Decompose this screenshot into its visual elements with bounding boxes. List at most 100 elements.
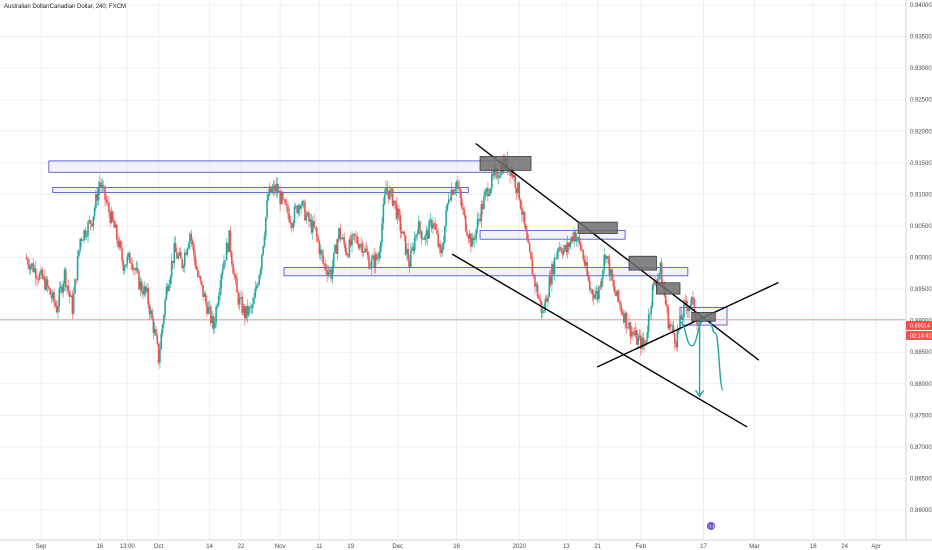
- candle-body: [59, 286, 62, 289]
- candle-body: [518, 182, 521, 200]
- candle-body: [480, 204, 483, 222]
- resistance-zone: [283, 267, 689, 277]
- y-axis[interactable]: 0.94000 0.93500 0.93000 0.92500 0.92000 0.915…: [910, 3, 932, 514]
- candle-body: [572, 236, 574, 242]
- x-axis[interactable]: Sep 16 13:00 Oct 14 22 Nov 11 19 Dec 16 2020 13 21 Feb…: [36, 544, 881, 550]
- candle-body: [587, 274, 590, 282]
- candle-body: [50, 294, 53, 299]
- candle-body: [370, 258, 373, 268]
- candle-body: [492, 173, 494, 176]
- candle-body: [99, 182, 101, 189]
- candle-body: [49, 288, 51, 295]
- candle-body: [498, 175, 501, 178]
- x-tick-label: 17: [700, 544, 707, 550]
- price-badge-value: 0.89014: [910, 324, 930, 330]
- x-tick-label: Oct: [154, 544, 164, 550]
- candle-body: [130, 263, 132, 264]
- candle-body: [432, 223, 434, 229]
- candle-body: [232, 263, 234, 274]
- candle-body: [264, 217, 267, 236]
- candle-body: [229, 230, 232, 253]
- candle-body: [556, 252, 558, 259]
- candle-body: [394, 200, 396, 203]
- candle-body: [67, 285, 70, 292]
- y-tick-label: 0.86000: [910, 508, 932, 514]
- candle-body: [253, 297, 255, 304]
- candle-body: [220, 274, 223, 288]
- candle-body: [221, 269, 224, 275]
- candle-body: [279, 190, 281, 205]
- candle-body: [412, 247, 415, 251]
- candle-body: [624, 312, 626, 323]
- supply-zone: [628, 255, 657, 271]
- candle-body: [314, 227, 317, 229]
- candle-body: [585, 262, 587, 266]
- candle-body: [421, 238, 424, 240]
- candle-body: [464, 215, 467, 231]
- candle-body: [40, 269, 42, 274]
- candle-body: [676, 330, 679, 348]
- candle-body: [159, 349, 161, 363]
- y-tick-label: 0.86500: [910, 476, 932, 482]
- price-badge-bg: [906, 321, 932, 330]
- candle-body: [450, 189, 453, 201]
- candle-body: [474, 239, 476, 241]
- candle-body: [106, 201, 109, 203]
- event-marker[interactable]: 1 11: [706, 521, 718, 531]
- candle-body: [483, 196, 485, 210]
- candle-body: [579, 242, 582, 250]
- chart-grid: [0, 0, 906, 540]
- candle-body: [352, 233, 355, 235]
- candle-body: [623, 314, 625, 323]
- candle-body: [612, 280, 615, 286]
- candle-body: [102, 185, 105, 187]
- candle-body: [185, 252, 187, 255]
- candle-body: [271, 188, 274, 193]
- candle-body: [442, 242, 445, 250]
- candle-body: [136, 267, 139, 272]
- candle-body: [250, 306, 253, 309]
- candle-body: [311, 220, 314, 233]
- candle-body: [54, 302, 57, 307]
- candle-body: [609, 269, 612, 277]
- candle-body: [325, 264, 327, 271]
- candle-body: [183, 252, 186, 266]
- candle-body: [602, 270, 604, 279]
- candle-body: [181, 258, 183, 268]
- candle-body: [527, 240, 530, 244]
- candle-body: [153, 329, 156, 333]
- candle-body: [441, 249, 443, 254]
- candle-body: [237, 292, 240, 305]
- candle-body: [349, 239, 352, 246]
- candle-body: [538, 296, 540, 299]
- candle-body: [379, 242, 382, 252]
- candle-body: [575, 239, 578, 242]
- candle-body: [334, 244, 336, 253]
- candle-body: [280, 192, 283, 205]
- candle-body: [285, 204, 288, 206]
- candle-body: [393, 200, 395, 206]
- candle-body: [174, 243, 177, 253]
- candle-body: [182, 265, 185, 268]
- candle-body: [484, 191, 487, 197]
- candle-body: [74, 279, 76, 294]
- candle-body: [146, 287, 148, 292]
- y-tick-label: 0.89500: [910, 287, 932, 293]
- candle-body: [129, 253, 131, 264]
- candle-body: [173, 243, 176, 263]
- candle-body: [284, 200, 287, 205]
- candle-body: [270, 186, 272, 193]
- y-tick-label: 0.87500: [910, 413, 932, 419]
- candle-body: [447, 199, 450, 204]
- candle-body: [268, 186, 271, 195]
- candle-body: [449, 199, 451, 201]
- candle-body: [304, 202, 306, 221]
- candle-body: [524, 224, 527, 232]
- candle-body: [491, 173, 493, 189]
- candle-body: [596, 291, 599, 300]
- candle-body: [95, 194, 97, 208]
- candle-body: [224, 260, 227, 262]
- candle-body: [228, 230, 230, 252]
- y-tick-label: 0.92000: [910, 129, 932, 135]
